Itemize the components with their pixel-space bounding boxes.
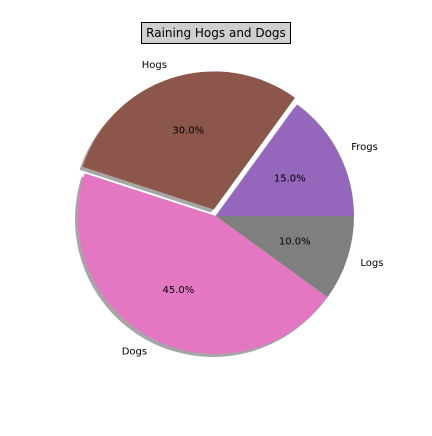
slice-percent-hogs: 30.0% <box>172 126 204 137</box>
chart-title: Raining Hogs and Dogs <box>141 22 291 44</box>
slice-label-dogs: Dogs <box>122 346 147 357</box>
slice-label-logs: Logs <box>360 258 383 269</box>
slice-label-frogs: Frogs <box>351 142 378 153</box>
slices <box>78 71 354 354</box>
slice-percent-logs: 10.0% <box>279 237 311 248</box>
slice-percent-frogs: 15.0% <box>274 173 306 184</box>
slice-label-hogs: Hogs <box>142 60 167 71</box>
slice-percent-dogs: 45.0% <box>163 285 195 296</box>
